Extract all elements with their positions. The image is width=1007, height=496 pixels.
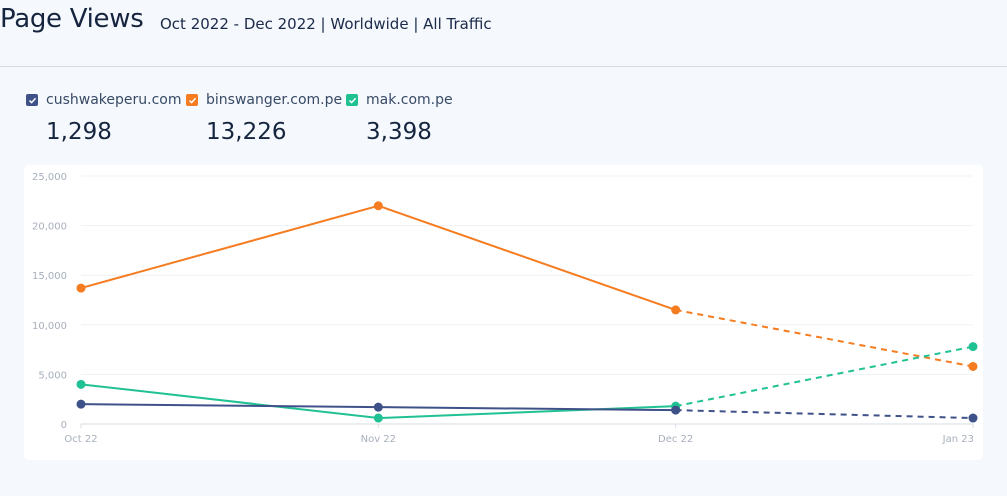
series-line	[80, 204, 676, 311]
legend-item-cushwakeperu[interactable]: cushwakeperu.com	[26, 91, 181, 109]
data-point	[76, 283, 86, 293]
data-point	[968, 361, 978, 371]
data-point	[76, 399, 86, 409]
chart-card: 0 5,000 10,000 15,000 20,000 25,000 Oct 22 Nov …	[24, 165, 983, 460]
checkbox-checked-icon[interactable]	[26, 94, 38, 106]
x-tick-label: Jan 23	[942, 434, 974, 445]
series-projection-line	[675, 409, 974, 420]
data-point	[373, 413, 383, 423]
legend-label: binswanger.com.pe	[206, 92, 343, 108]
data-point	[968, 342, 978, 352]
y-tick-label: 15,000	[32, 271, 67, 282]
series-projection-line	[675, 308, 974, 368]
page-title: Page Views	[0, 4, 144, 34]
legend-label: mak.com.pe	[366, 92, 453, 108]
legend-label: cushwakeperu.com	[46, 92, 182, 108]
data-point	[373, 201, 383, 211]
y-tick-label: 20,000	[32, 222, 67, 233]
checkbox-checked-icon[interactable]	[186, 94, 198, 106]
legend-item-mak[interactable]: mak.com.pe	[346, 91, 453, 109]
legend-value: 13,226	[206, 119, 287, 145]
y-tick-label: 10,000	[32, 321, 67, 332]
y-tick-label: 5,000	[38, 370, 67, 381]
data-point	[968, 413, 978, 423]
y-tick-label: 25,000	[32, 172, 67, 183]
data-point	[76, 379, 86, 389]
legend-value: 3,398	[366, 119, 432, 145]
data-point	[671, 405, 681, 415]
x-tick-label: Nov 22	[361, 434, 396, 445]
line-chart: 0 5,000 10,000 15,000 20,000 25,000 Oct 22 Nov …	[32, 172, 978, 445]
series-line	[80, 383, 676, 420]
y-tick-label: 0	[61, 420, 67, 431]
x-tick-label: Oct 22	[64, 434, 97, 445]
page-subtitle: Oct 2022 - Dec 2022 | Worldwide | All Tr…	[160, 15, 492, 33]
legend-value: 1,298	[46, 119, 112, 145]
legend-item-binswanger[interactable]: binswanger.com.pe	[186, 91, 342, 109]
x-tick-label: Dec 22	[658, 434, 693, 445]
data-point	[373, 402, 383, 412]
page-header: Page Views Oct 2022 - Dec 2022 | Worldwi…	[0, 0, 1007, 67]
series-projection-line	[675, 345, 974, 408]
checkbox-checked-icon[interactable]	[346, 94, 358, 106]
data-point	[671, 305, 681, 315]
